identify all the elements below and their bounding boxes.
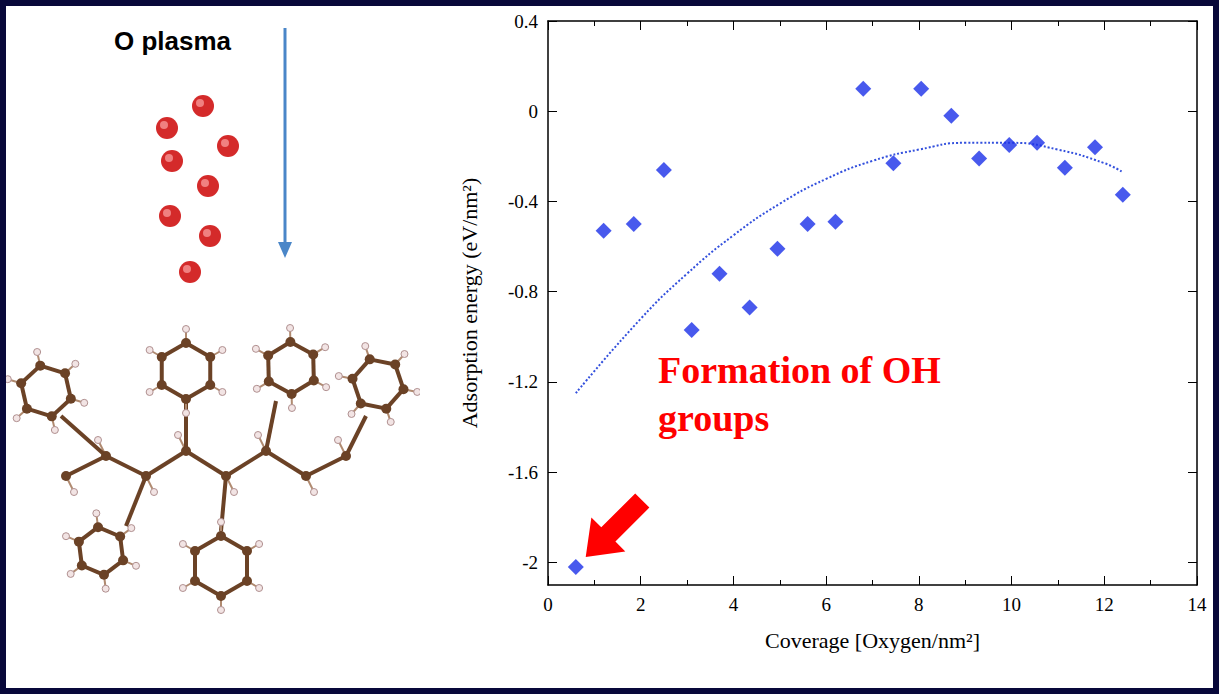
svg-text:Coverage [Oxygen/nm²]: Coverage [Oxygen/nm²] (765, 628, 980, 653)
svg-text:-1.2: -1.2 (508, 371, 538, 392)
svg-text:Adsorption energy (eV/nm²): Adsorption energy (eV/nm²) (457, 178, 482, 429)
svg-text:0: 0 (543, 594, 553, 615)
svg-text:-1.6: -1.6 (508, 462, 538, 483)
svg-text:Formation of OH: Formation of OH (658, 349, 941, 391)
svg-text:O plasma: O plasma (114, 26, 232, 56)
svg-text:-0.4: -0.4 (508, 191, 539, 212)
svg-text:6: 6 (821, 594, 831, 615)
svg-text:4: 4 (729, 594, 739, 615)
svg-text:0.4: 0.4 (514, 11, 538, 32)
svg-text:groups: groups (658, 397, 769, 439)
svg-text:14: 14 (1188, 594, 1208, 615)
svg-text:2: 2 (636, 594, 646, 615)
svg-text:-2: -2 (522, 552, 538, 573)
svg-text:-0.8: -0.8 (508, 281, 538, 302)
svg-text:12: 12 (1095, 594, 1114, 615)
svg-text:10: 10 (1002, 594, 1021, 615)
svg-text:0: 0 (529, 101, 539, 122)
svg-text:8: 8 (914, 594, 924, 615)
